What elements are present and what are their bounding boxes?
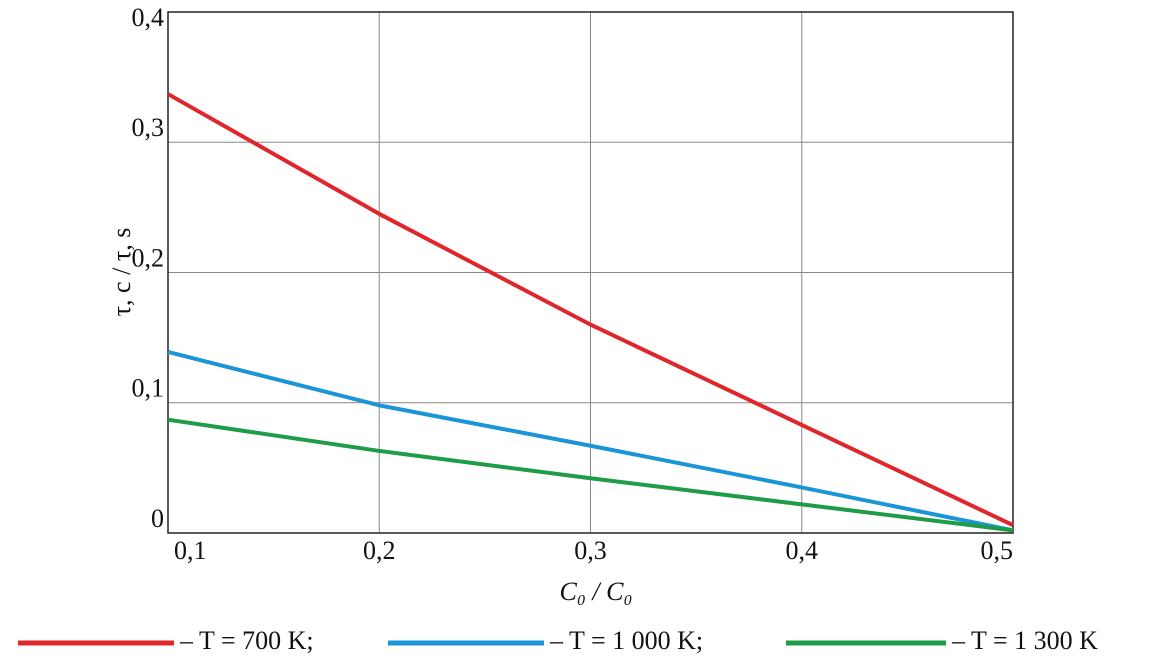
y-axis-label: τ, c / τ, s	[107, 228, 136, 317]
y-tick-label: 0,3	[132, 113, 165, 142]
y-tick-label: 0,2	[132, 243, 165, 272]
x-tick-label: 0,2	[363, 536, 396, 565]
x-tick-label: 0,5	[981, 536, 1014, 565]
legend-label: – T = 1 300 K	[951, 626, 1098, 655]
x-tick-label: 0,4	[786, 536, 819, 565]
y-tick-label: 0,1	[132, 374, 165, 403]
legend-label: – T = 1 000 K;	[549, 626, 703, 655]
line	[167, 92, 1014, 527]
x-axis-label: C₀ / C₀	[560, 577, 633, 606]
line	[167, 350, 1014, 533]
x-tick-label: 0,3	[574, 536, 607, 565]
y-tick-label: 0	[151, 504, 164, 533]
plot-frame	[167, 11, 1014, 534]
legend-label: – T = 700 K;	[179, 626, 314, 655]
x-tick-label: 0,1	[174, 536, 207, 565]
line	[167, 417, 1014, 533]
y-tick-label: 0,4	[132, 3, 165, 32]
